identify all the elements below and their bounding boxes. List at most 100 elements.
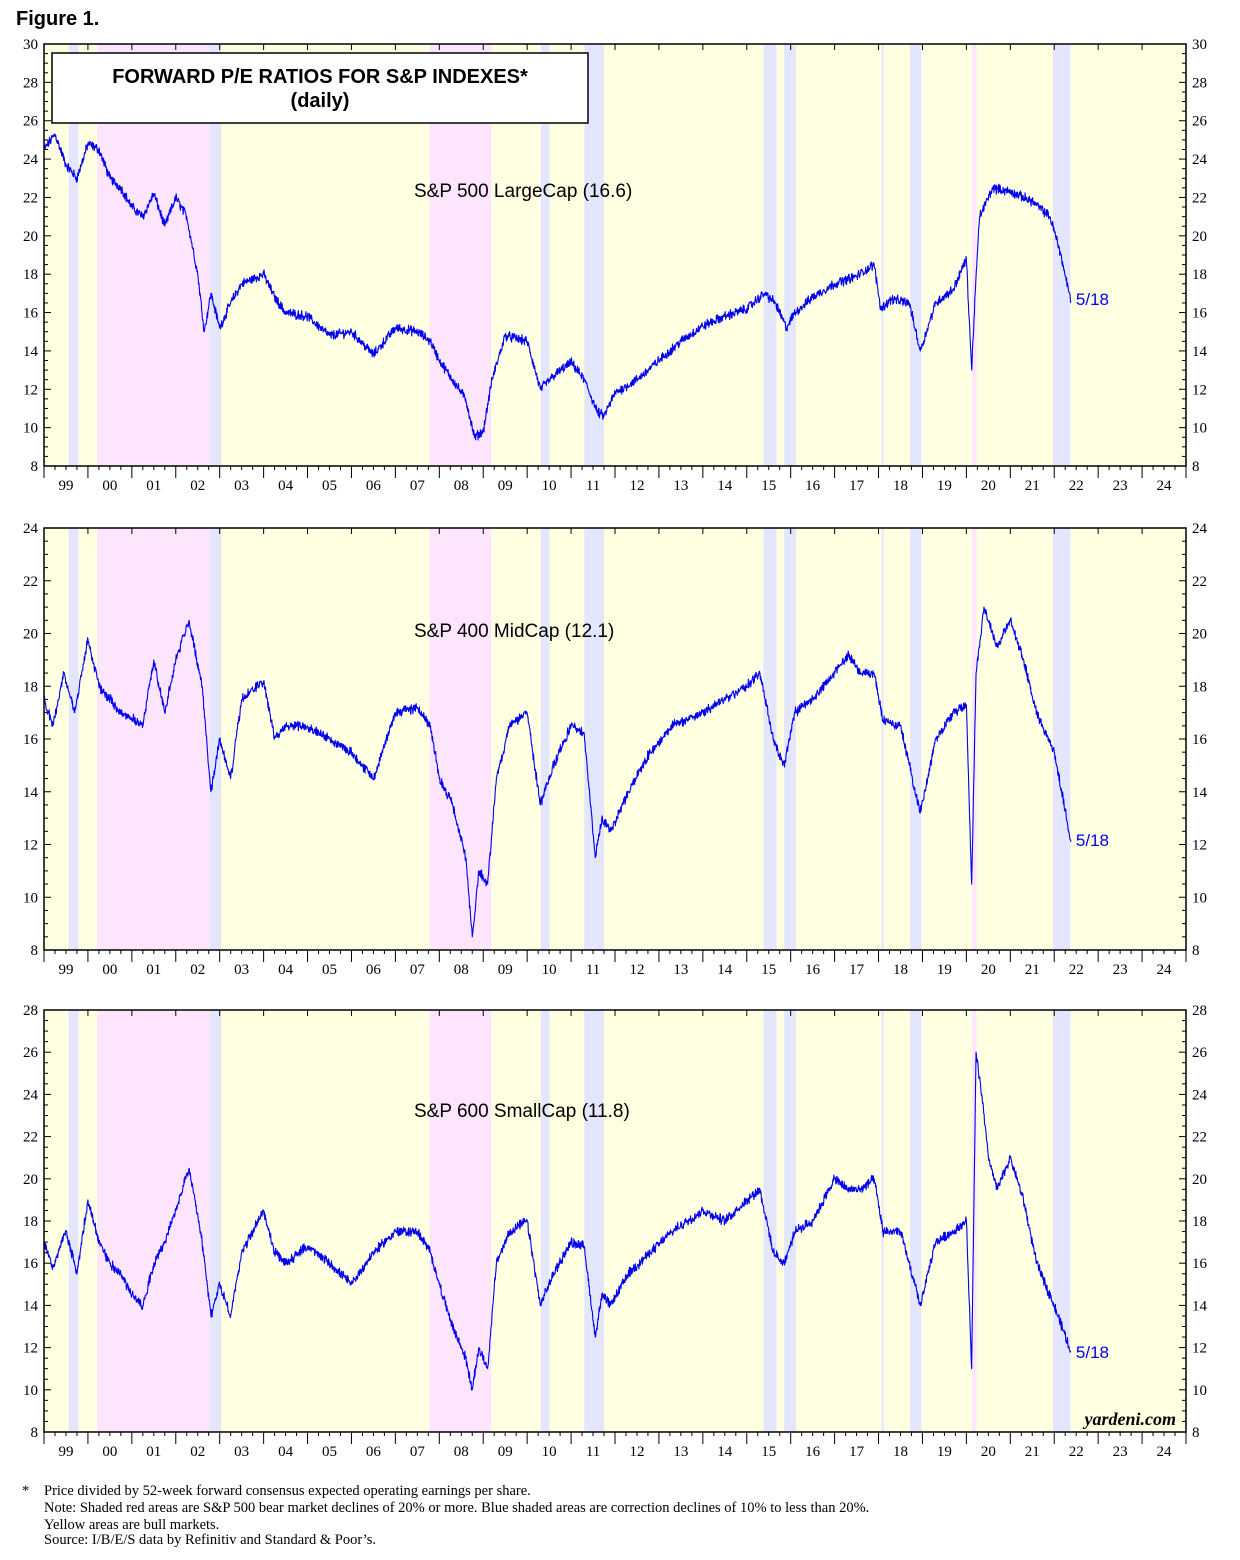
regime-band-bull: [883, 528, 911, 950]
x-tick-label: 03: [234, 1444, 249, 1460]
x-tick-label: 09: [498, 962, 513, 978]
regime-band-bull: [1070, 44, 1186, 466]
x-tick-label: 04: [278, 1444, 294, 1460]
regime-band-bear: [429, 1010, 492, 1432]
title-box-frame: [51, 52, 589, 124]
regime-band-bull: [78, 528, 98, 950]
regime-band-correction: [910, 1010, 922, 1432]
regime-band-correction: [540, 44, 550, 466]
regime-band-correction: [68, 44, 79, 466]
y-tick-label-right: 14: [1192, 1298, 1208, 1314]
x-tick-label: 19: [937, 962, 952, 978]
y-tick-label-right: 24: [1192, 521, 1208, 537]
x-tick-label: 99: [58, 962, 73, 978]
x-tick-label: 19: [937, 1444, 952, 1460]
end-date-label: 5/18: [1076, 831, 1109, 850]
y-tick-label-left: 10: [23, 421, 38, 437]
plot-frame: [43, 43, 1187, 467]
y-tick-label-left: 28: [23, 75, 38, 91]
regime-band-bull: [921, 1010, 973, 1432]
regime-band-correction: [881, 44, 884, 466]
y-tick-label-left: 8: [31, 943, 39, 959]
x-tick-label: 00: [102, 962, 117, 978]
x-tick-label: 06: [366, 1444, 382, 1460]
x-tick-label: 16: [805, 1444, 821, 1460]
regime-band-correction: [763, 1010, 777, 1432]
x-tick-label: 21: [1025, 1444, 1040, 1460]
x-tick-label: 22: [1069, 478, 1084, 494]
regime-band-bull: [604, 44, 764, 466]
y-tick-label-right: 16: [1192, 732, 1208, 748]
x-tick-label: 13: [673, 478, 688, 494]
x-tick-label: 07: [410, 962, 426, 978]
x-tick-label: 20: [981, 962, 996, 978]
series-line: [43, 606, 1072, 938]
regime-band-bull: [883, 1010, 911, 1432]
y-tick-label-left: 26: [23, 1045, 39, 1061]
x-tick-label: 02: [190, 962, 205, 978]
regime-band-correction: [1052, 1010, 1071, 1432]
regime-band-bull: [491, 1010, 541, 1432]
chart-panel-3: 8 8 10 10 12 12 14 14 16 16 18 18 20 20 22 22 24 24 26 26 28…: [23, 1003, 1208, 1460]
series-line: [43, 133, 1072, 441]
y-tick-label-right: 14: [1192, 785, 1208, 801]
footnote-definition: Price divided by 52-week forward consens…: [44, 1483, 531, 1499]
watermark: yardeni.com: [1083, 1409, 1177, 1429]
x-tick-label: 20: [981, 478, 996, 494]
x-tick-label: 02: [190, 478, 205, 494]
y-tick-label-left: 10: [23, 890, 38, 906]
x-tick-label: 15: [761, 962, 776, 978]
regime-band-bull: [921, 44, 973, 466]
x-tick-label: 23: [1113, 478, 1128, 494]
x-tick-label: 11: [586, 962, 600, 978]
x-tick-label: 16: [805, 478, 821, 494]
x-tick-label: 18: [893, 478, 908, 494]
x-tick-label: 24: [1157, 478, 1173, 494]
x-tick-label: 01: [146, 478, 161, 494]
x-tick-label: 22: [1069, 962, 1084, 978]
regime-band-bull: [776, 44, 785, 466]
y-tick-label-right: 16: [1192, 1256, 1208, 1272]
x-tick-label: 13: [673, 962, 688, 978]
y-tick-label-right: 8: [1192, 1425, 1200, 1441]
y-tick-label-left: 16: [23, 306, 39, 322]
x-tick-label: 07: [410, 478, 426, 494]
x-tick-label: 03: [234, 962, 249, 978]
y-tick-label-right: 20: [1192, 627, 1207, 643]
regime-band-correction: [584, 44, 605, 466]
chart-panel-2: 8 8 10 10 12 12 14 14 16 16 18 18 20 20 22 22 24 24 99 00 01…: [23, 521, 1208, 978]
y-tick-label-left: 30: [23, 37, 38, 53]
x-tick-label: 17: [849, 478, 865, 494]
x-tick-label: 04: [278, 962, 294, 978]
x-tick-label: 05: [322, 478, 337, 494]
y-tick-label-right: 20: [1192, 1172, 1207, 1188]
x-tick-label: 17: [849, 1444, 865, 1460]
end-date-label: 5/18: [1076, 290, 1109, 309]
y-tick-label-left: 24: [23, 152, 39, 168]
regime-band-correction: [584, 528, 605, 950]
y-tick-label-left: 18: [23, 679, 38, 695]
x-tick-label: 21: [1025, 478, 1040, 494]
x-tick-label: 23: [1113, 962, 1128, 978]
x-tick-label: 18: [893, 1444, 908, 1460]
x-tick-label: 11: [586, 1444, 600, 1460]
regime-band-bull: [976, 528, 1053, 950]
regime-band-bull: [776, 528, 785, 950]
x-tick-label: 02: [190, 1444, 205, 1460]
y-tick-label-right: 22: [1192, 1130, 1207, 1146]
regime-band-bull: [795, 528, 882, 950]
regime-band-bull: [604, 1010, 764, 1432]
x-tick-label: 05: [322, 962, 337, 978]
y-tick-label-left: 12: [23, 382, 38, 398]
x-tick-label: 14: [717, 1444, 733, 1460]
regime-band-bull: [976, 44, 1053, 466]
regime-band-correction: [784, 44, 796, 466]
y-tick-label-right: 16: [1192, 306, 1208, 322]
plot-frame: [43, 1009, 1187, 1433]
regime-band-correction: [881, 528, 884, 950]
x-tick-label: 11: [586, 478, 600, 494]
footnote-source: Source: I/B/E/S data by Refinitiv and St…: [44, 1532, 376, 1548]
y-tick-label-right: 12: [1192, 838, 1207, 854]
x-tick-label: 14: [717, 962, 733, 978]
figure-label: Figure 1.: [16, 8, 100, 30]
